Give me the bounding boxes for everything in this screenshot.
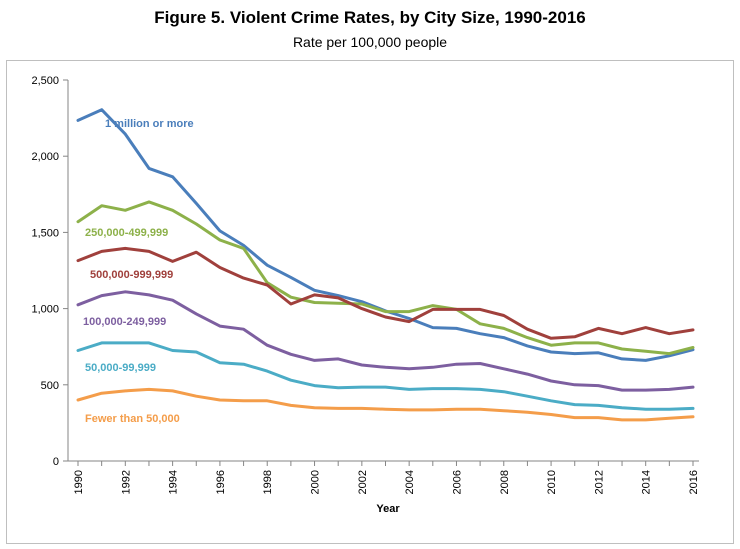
chart-title: Figure 5. Violent Crime Rates, by City S… — [154, 8, 586, 27]
series-line-3 — [76, 290, 695, 392]
y-tick-label: 2,500 — [31, 75, 59, 87]
series-lines — [76, 108, 695, 422]
series-line-4 — [76, 341, 695, 411]
y-tick-label: 2,000 — [31, 151, 59, 163]
x-tick-label: 1990 — [73, 470, 85, 494]
chart-subtitle: Rate per 100,000 people — [292, 34, 448, 50]
series-label-4: 50,000-99,999 — [85, 362, 156, 374]
series-label-5: Fewer than 50,000 — [85, 413, 180, 425]
x-tick-label: 1994 — [168, 470, 180, 494]
y-tick-label: 1,500 — [31, 227, 59, 239]
x-tick-label: 2012 — [593, 470, 605, 494]
series-line-5 — [76, 387, 695, 422]
x-tick-label: 1992 — [120, 470, 132, 494]
x-tick-label: 2008 — [499, 470, 511, 494]
series-labels: 1 million or more 250,000-499,999 500,000-… — [83, 118, 194, 425]
y-tick-label: 500 — [41, 380, 59, 392]
series-label-3: 100,000-249,999 — [83, 316, 166, 328]
x-tick-label: 1998 — [262, 470, 274, 494]
x-tick-label: 2016 — [688, 470, 700, 494]
x-axis-title: Year — [376, 503, 400, 515]
y-tick-label: 1,000 — [31, 304, 59, 316]
x-tick-label: 2004 — [404, 470, 416, 494]
x-tick-label: 2000 — [310, 470, 322, 494]
series-label-0: 1 million or more — [105, 118, 194, 130]
chart-frame — [6, 60, 734, 544]
series-line-0 — [76, 108, 695, 362]
x-tick-label: 2002 — [357, 470, 369, 494]
y-tick-label: 0 — [53, 456, 59, 468]
x-tick-label: 2006 — [451, 470, 463, 494]
series-line-1 — [76, 200, 695, 356]
x-tick-label: 2014 — [641, 470, 653, 494]
axes: 0 500 1,000 1,500 2,000 2,500 1990 1992 1994 1996… — [31, 75, 700, 494]
series-label-1: 250,000-499,999 — [85, 227, 168, 239]
x-tick-label: 2010 — [546, 470, 558, 494]
x-tick-label: 1996 — [215, 470, 227, 494]
series-label-2: 500,000-999,999 — [90, 269, 173, 281]
series-line-2 — [76, 246, 695, 340]
